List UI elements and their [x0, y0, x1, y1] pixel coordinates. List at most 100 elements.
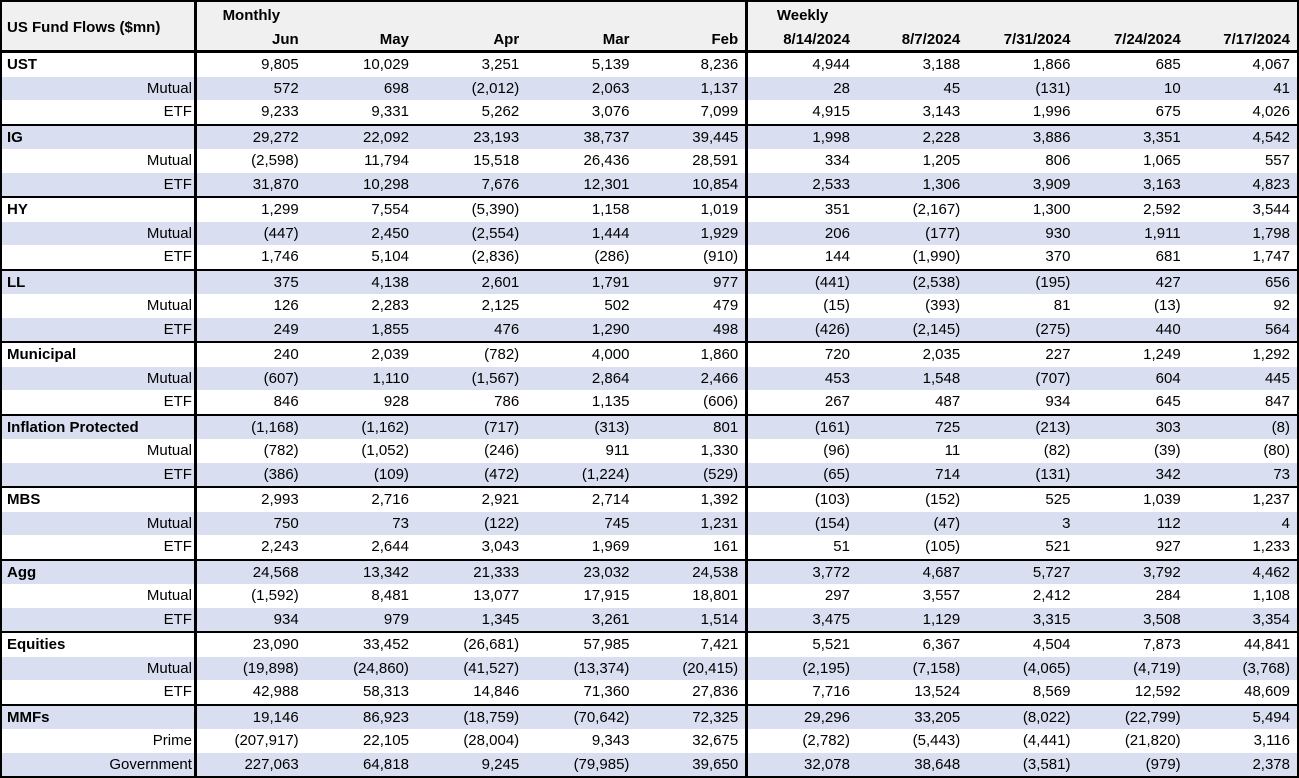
cell-weekly: 1,065	[1143, 152, 1181, 170]
cell-monthly: (20,415)	[636, 656, 749, 680]
cell-monthly: (472)	[415, 462, 527, 487]
cell-monthly: (109)	[305, 462, 416, 487]
cell-monthly: 1,392	[636, 486, 749, 512]
table-row: ETF (386) (109) (472) (1,224) (529) (65) 714 (13…	[1, 462, 1298, 487]
cell-monthly: (18,759)	[415, 703, 527, 729]
column-header-week-1: 8/14/2024	[746, 28, 857, 53]
table-row: ETF 249 1,855 476 1,290 498 (426) (2,145) (275) 4…	[1, 317, 1298, 342]
cell-monthly: (5,390)	[415, 196, 527, 222]
cell-weekly: 8,569	[1032, 683, 1071, 701]
table-row: Mutual (607) 1,110 (1,567) 2,864 2,466 453 1,54…	[1, 366, 1298, 390]
cell-weekly: 1,911	[1077, 221, 1188, 245]
cell-monthly: 23,032	[526, 558, 637, 584]
cell-weekly: 33,205	[856, 703, 968, 729]
row-label-sub: ETF	[1, 462, 197, 487]
cell-weekly: 3,557	[922, 587, 961, 605]
cell-monthly: 2,644	[371, 538, 409, 556]
cell-weekly: 48,609	[1244, 683, 1290, 701]
cell-weekly: 4,462	[1187, 558, 1298, 584]
table-body: UST 9,805 10,029 3,251 5,139 8,236 4,944 3,188 1…	[1, 50, 1298, 778]
cell-weekly: 370	[1045, 248, 1071, 266]
cell-monthly: (782)	[415, 341, 527, 367]
cell-monthly: 5,139	[526, 50, 637, 77]
table-row: Mutual (782) (1,052) (246) 911 1,330 (96) 11 (82…	[1, 439, 1298, 463]
cell-weekly: 3,909	[967, 172, 1078, 197]
column-header-week-3: 7/31/2024	[967, 28, 1078, 53]
table-header: US Fund Flows ($mn) Monthly Weekly Jun M…	[1, 1, 1298, 53]
cell-weekly: 1,996	[1032, 103, 1071, 121]
cell-weekly: 930	[967, 221, 1078, 245]
cell-monthly: 2,993	[195, 486, 306, 512]
cell-monthly: (2,598)	[251, 152, 299, 170]
column-header-week-2: 8/7/2024	[856, 28, 968, 53]
cell-monthly: (1,162)	[305, 413, 416, 439]
cell-weekly: 5,727	[967, 558, 1078, 584]
cell-weekly: 4,823	[1187, 172, 1298, 197]
cell-monthly: 1,135	[591, 393, 630, 411]
cell-monthly: (1,168)	[195, 413, 306, 439]
cell-weekly: (195)	[967, 268, 1078, 294]
cell-monthly: 7,676	[415, 172, 527, 197]
cell-weekly: (979)	[1077, 752, 1188, 778]
cell-monthly: 7,421	[636, 631, 749, 657]
cell-weekly: 1,108	[1252, 587, 1290, 605]
cell-weekly: 1,129	[856, 607, 968, 632]
cell-monthly: 1,345	[415, 607, 527, 632]
cell-monthly: 64,818	[305, 752, 416, 778]
cell-monthly: 2,921	[415, 486, 527, 512]
cell-weekly: 725	[856, 413, 968, 439]
table-row: Government 227,063 64,818 9,245 (79,985) 39,6…	[1, 752, 1298, 778]
table-title: US Fund Flows ($mn)	[1, 1, 197, 53]
cell-weekly: 3,544	[1187, 196, 1298, 222]
cell-weekly: 3,792	[1077, 558, 1188, 584]
cell-monthly: 979	[305, 607, 416, 632]
cell-monthly: 9,343	[591, 732, 630, 750]
row-label-category: MMFs	[1, 703, 197, 729]
cell-monthly: 479	[636, 294, 749, 318]
cell-weekly: 1,233	[1252, 538, 1290, 556]
cell-monthly: 2,283	[371, 297, 409, 315]
table-row: Mutual (1,592) 8,481 13,077 17,915 18,801 297 3…	[1, 584, 1298, 608]
cell-weekly: (103)	[746, 486, 857, 512]
cell-monthly: 498	[636, 317, 749, 342]
table-row: Prime (207,917) 22,105 (28,004) 9,343 32,675 (…	[1, 729, 1298, 753]
header-spacer	[1187, 1, 1298, 28]
cell-monthly: (207,917)	[234, 732, 299, 750]
cell-monthly: 72,325	[636, 703, 749, 729]
cell-monthly: 745	[526, 511, 637, 535]
cell-weekly: 5,521	[746, 631, 857, 657]
cell-monthly: 26,436	[583, 152, 630, 170]
cell-monthly: 13,342	[305, 558, 416, 584]
cell-weekly: (2,782)	[802, 732, 850, 750]
cell-weekly: (3,581)	[967, 752, 1078, 778]
row-label-category: UST	[1, 50, 197, 77]
cell-monthly: 23,090	[195, 631, 306, 657]
column-header-row: Jun May Apr Mar Feb 8/14/2024 8/7/2024 7…	[1, 28, 1298, 53]
cell-monthly: 38,737	[526, 123, 637, 149]
cell-monthly: 7,099	[636, 100, 749, 125]
cell-weekly: (39)	[1154, 442, 1181, 460]
cell-monthly: 23,193	[415, 123, 527, 149]
cell-weekly: (213)	[967, 413, 1078, 439]
cell-weekly: 2,228	[856, 123, 968, 149]
cell-monthly: (782)	[263, 442, 299, 460]
cell-monthly: 2,125	[481, 297, 520, 315]
cell-weekly: (8)	[1187, 413, 1298, 439]
cell-monthly: (2,554)	[415, 221, 527, 245]
row-label-sub: ETF	[1, 390, 197, 415]
cell-weekly: 11	[944, 442, 961, 460]
cell-weekly: 1,306	[856, 172, 968, 197]
cell-weekly: 3,354	[1187, 607, 1298, 632]
cell-monthly: 2,601	[415, 268, 527, 294]
cell-monthly: 8,236	[636, 50, 749, 77]
cell-weekly: 29,296	[746, 703, 857, 729]
cell-weekly: 3,475	[746, 607, 857, 632]
cell-weekly: 3,116	[1253, 732, 1290, 750]
cell-weekly: (4,065)	[967, 656, 1078, 680]
cell-monthly: (1,224)	[526, 462, 637, 487]
cell-weekly: 1,300	[967, 196, 1078, 222]
table-row: Agg 24,568 13,342 21,333 23,032 24,538 3,772 4,…	[1, 558, 1298, 584]
cell-weekly: 51	[833, 538, 850, 556]
cell-monthly: 57,985	[526, 631, 637, 657]
